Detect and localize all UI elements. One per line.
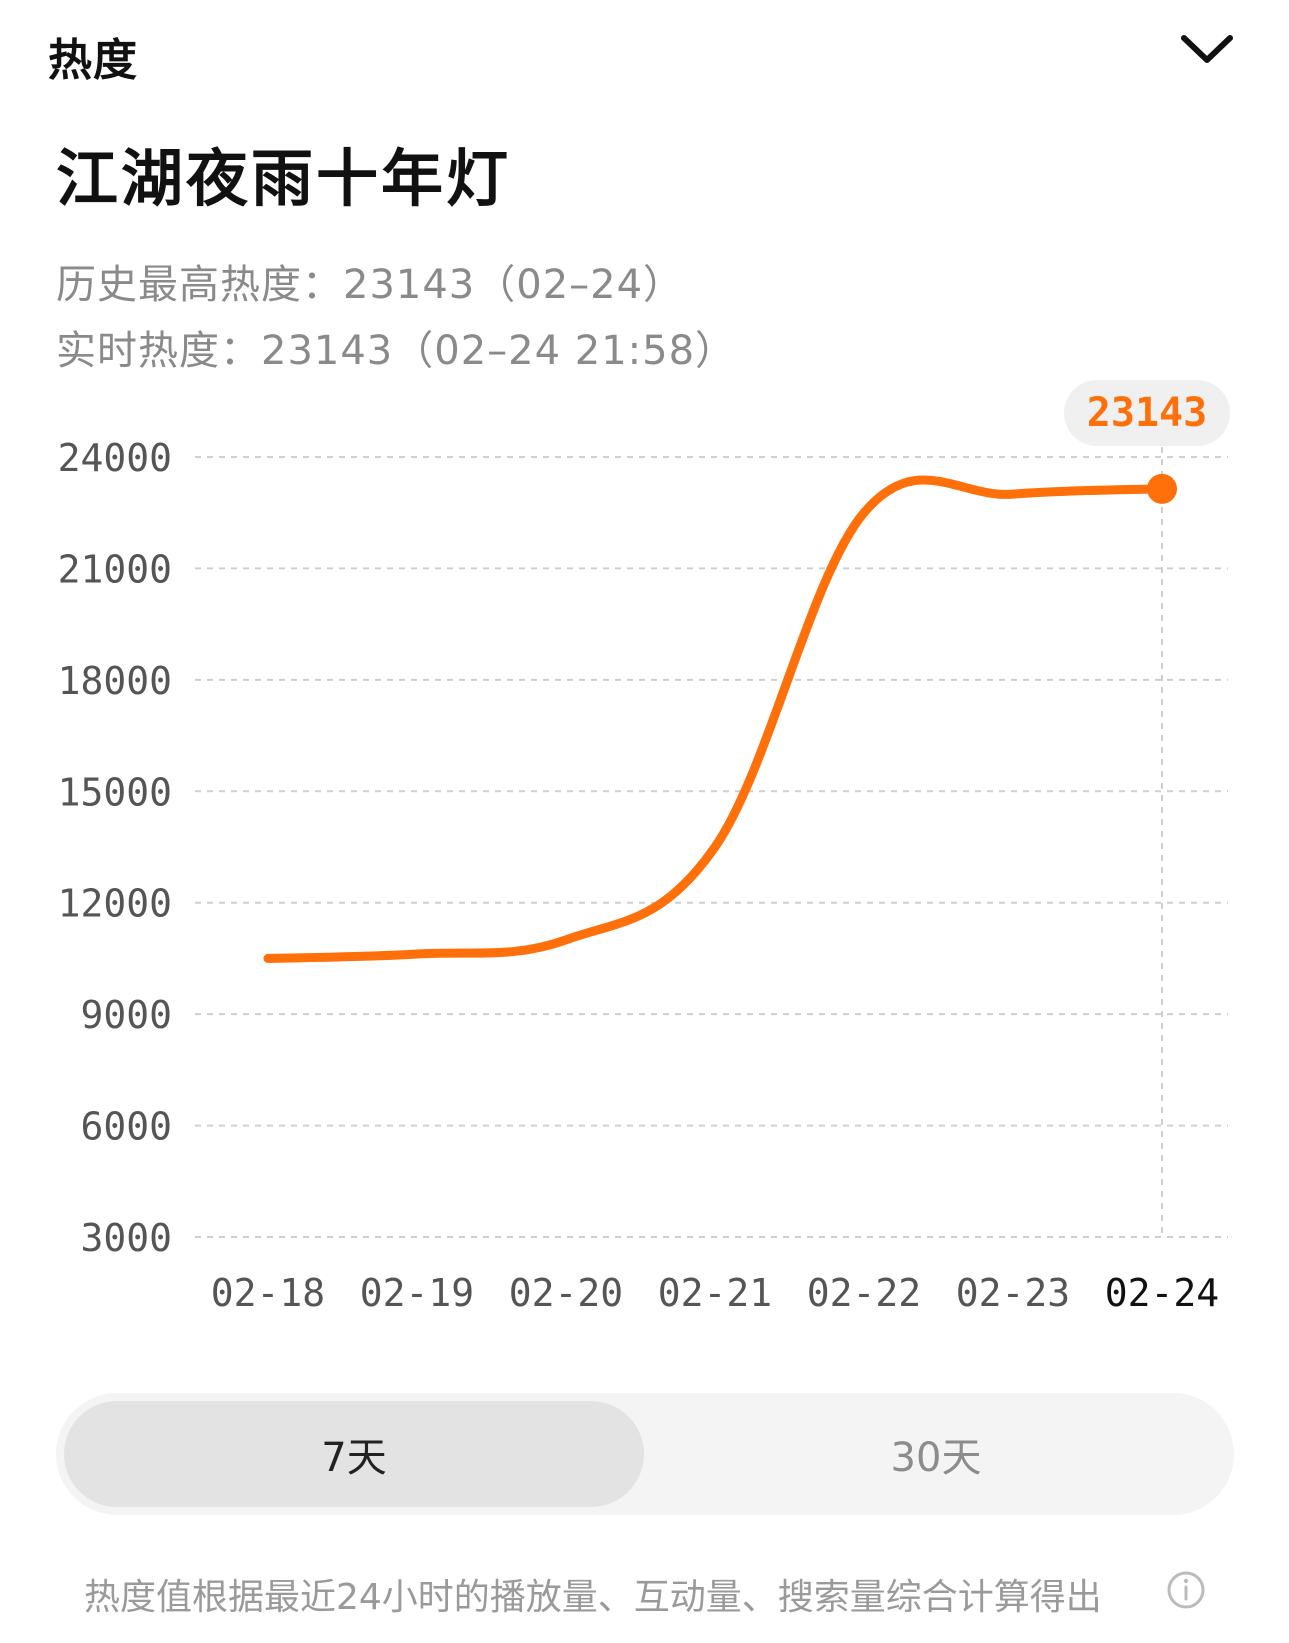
y-tick-label: 3000: [80, 1216, 172, 1260]
x-tick-label: 02-24: [1105, 1271, 1219, 1315]
x-tick-label: 02-21: [658, 1271, 772, 1315]
peak-heat-value: 23143（02–24）: [343, 262, 685, 308]
topic-title: 江湖夜雨十年灯: [56, 142, 512, 215]
tab-7-days[interactable]: 7天: [64, 1401, 644, 1507]
section-header: 热度: [48, 35, 138, 86]
tab-30-days[interactable]: 30天: [890, 1435, 982, 1481]
heat-footnote: 热度值根据最近24小时的播放量、互动量、搜索量综合计算得出: [84, 1577, 1102, 1618]
realtime-heat-label: 实时热度：: [56, 328, 261, 374]
chevron-down-icon[interactable]: [1180, 30, 1234, 68]
y-tick-label: 6000: [80, 1105, 172, 1149]
y-tick-label: 24000: [58, 436, 172, 480]
y-tick-label: 12000: [58, 882, 172, 926]
value-bubble: [1064, 380, 1230, 446]
realtime-heat-value: 23143（02–24 21:58）: [261, 328, 737, 374]
y-tick-label: 15000: [58, 770, 172, 814]
value-bubble-label: 23143: [1087, 390, 1207, 436]
heat-trend-chart: 24000 21000 18000 15000 12000 9000 6000 3000 02-…: [58, 380, 1230, 1315]
x-tick-label: 02-20: [509, 1271, 623, 1315]
y-tick-label: 18000: [58, 659, 172, 703]
realtime-heat-stat: 实时热度：23143（02–24 21:58）: [56, 318, 736, 376]
y-tick-label: 9000: [80, 993, 172, 1037]
peak-heat-stat: 历史最高热度：23143（02–24）: [56, 252, 684, 310]
x-tick-label: 02-23: [956, 1271, 1070, 1315]
y-tick-label: 21000: [58, 547, 172, 591]
range-toggle: 7天 30天: [56, 1393, 1234, 1515]
x-tick-label: 02-18: [211, 1271, 325, 1315]
series-endpoint: [1147, 473, 1177, 504]
series-line: [263, 475, 1167, 963]
x-tick-label: 02-19: [360, 1271, 474, 1315]
peak-heat-label: 历史最高热度：: [56, 262, 343, 308]
x-tick-label: 02-22: [807, 1271, 921, 1315]
info-icon[interactable]: [1166, 1570, 1206, 1610]
